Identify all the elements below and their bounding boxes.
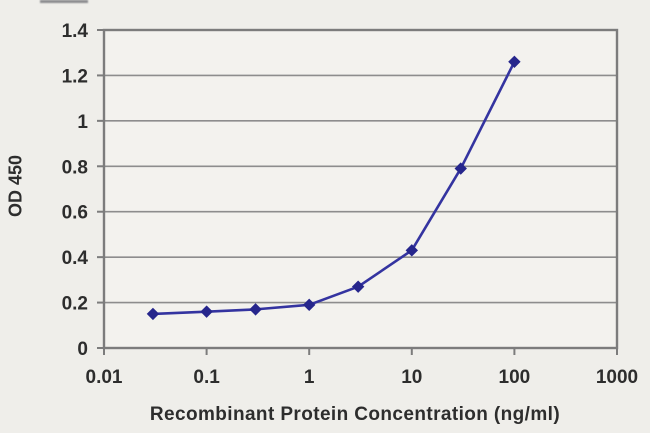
y-tick-label: 0.6 bbox=[62, 203, 88, 224]
x-tick-label: 0.1 bbox=[193, 367, 220, 388]
x-tick-label: 100 bbox=[499, 367, 531, 388]
x-tick-label: 10 bbox=[401, 367, 422, 388]
x-tick-label: 1000 bbox=[596, 367, 638, 388]
data-point-marker bbox=[405, 244, 419, 257]
y-axis-title: OD 450 bbox=[5, 154, 26, 218]
series-line bbox=[151, 60, 516, 316]
x-tick-label: 1 bbox=[304, 367, 315, 388]
plot-area-background bbox=[104, 30, 617, 348]
data-point-marker bbox=[146, 307, 160, 321]
plot-border bbox=[102, 28, 619, 350]
cropped-top-text-artifact bbox=[40, 0, 88, 3]
y-tick-label: 0 bbox=[77, 339, 88, 360]
y-tick-label: 1.2 bbox=[62, 66, 88, 87]
y-tick-label: 1.4 bbox=[62, 21, 89, 42]
y-tick-label: 1 bbox=[77, 112, 88, 133]
y-tick-label: 0.4 bbox=[62, 248, 89, 269]
data-point-marker bbox=[200, 305, 213, 318]
data-point-marker bbox=[249, 303, 262, 316]
x-axis-title: Recombinant Protein Concentration (ng/ml… bbox=[149, 404, 561, 425]
data-point-marker bbox=[351, 280, 365, 293]
y-tick-label: 0.2 bbox=[62, 294, 88, 315]
y-tick-label: 0.8 bbox=[62, 157, 88, 178]
data-point-marker bbox=[454, 162, 467, 175]
x-tick-label: 0.01 bbox=[86, 367, 123, 388]
data-point-marker bbox=[508, 55, 521, 69]
data-point-marker bbox=[302, 298, 316, 312]
